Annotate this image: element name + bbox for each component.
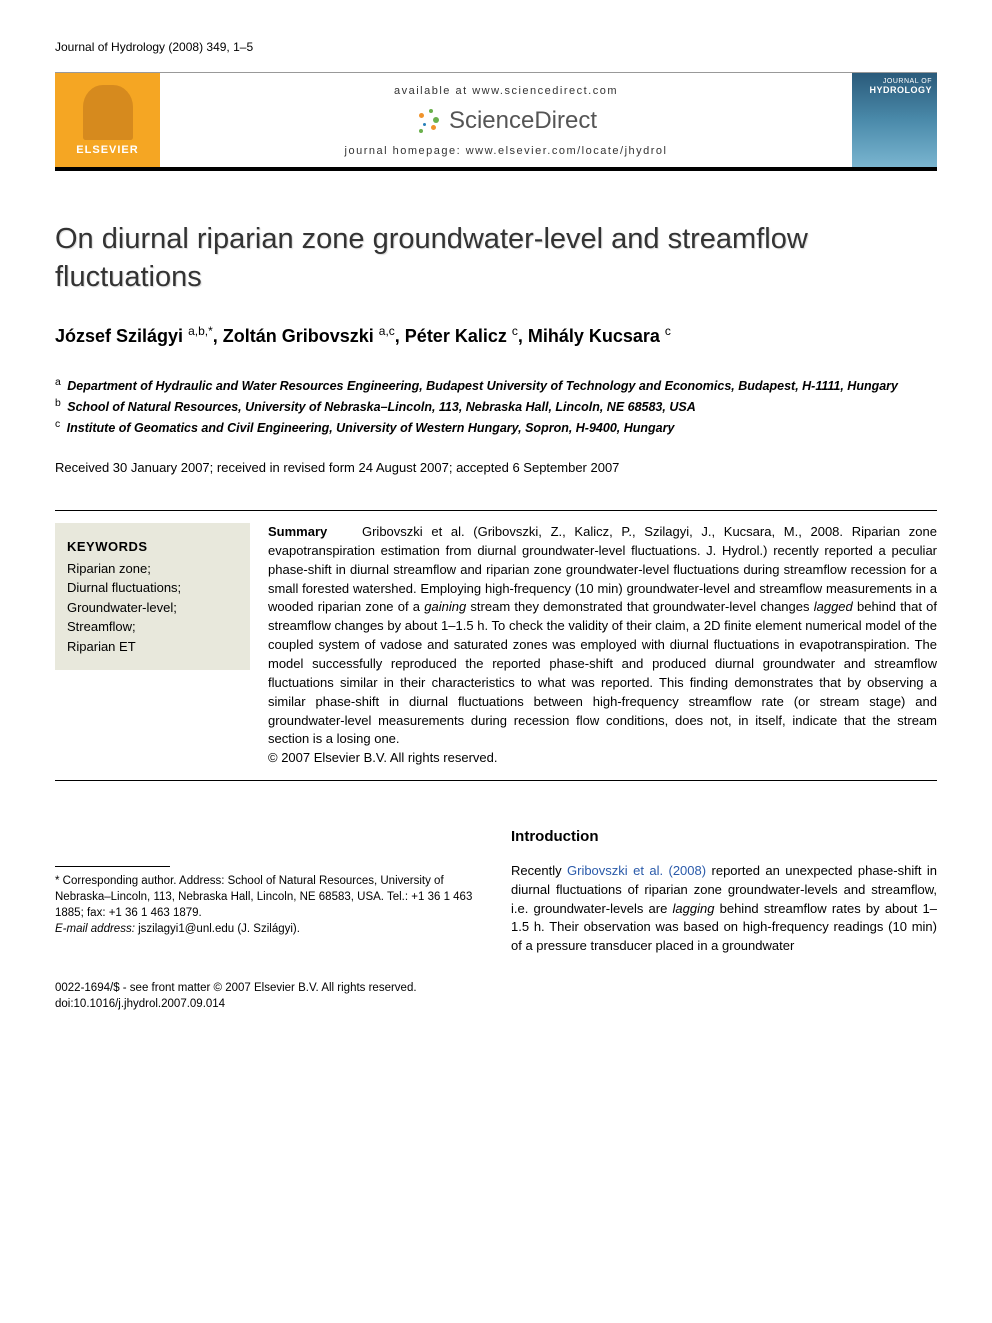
- affiliation-line: b School of Natural Resources, Universit…: [55, 396, 937, 417]
- elsevier-label: ELSEVIER: [76, 144, 138, 156]
- burst-dot: [429, 109, 433, 113]
- corr-label: * Corresponding author.: [55, 875, 176, 887]
- intro-emph: lagging: [673, 901, 715, 916]
- sciencedirect-text: ScienceDirect: [449, 107, 597, 135]
- keyword-item: Streamflow;: [67, 617, 238, 637]
- summary-body: Gribovszki et al. (Gribovszki, Z., Kalic…: [268, 524, 937, 746]
- authors-line: József Szilágyi a,b,*, Zoltán Gribovszki…: [55, 324, 937, 347]
- burst-dot: [423, 123, 426, 126]
- article-title: On diurnal riparian zone groundwater-lev…: [55, 221, 937, 296]
- keyword-item: Diurnal fluctuations;: [67, 578, 238, 598]
- email-value: jszilagyi1@unl.edu (J. Szilágyi).: [135, 923, 300, 935]
- burst-dot: [431, 125, 436, 130]
- introduction-text: Recently Gribovszki et al. (2008) report…: [511, 862, 937, 956]
- burst-dot: [419, 113, 424, 118]
- keywords-list: Riparian zone;Diurnal fluctuations;Groun…: [67, 559, 238, 657]
- introduction-heading: Introduction: [511, 826, 937, 848]
- keywords-heading: KEYWORDS: [67, 537, 238, 557]
- sciencedirect-burst-icon: [415, 107, 443, 135]
- summary-text: behind that of streamflow changes by abo…: [268, 599, 937, 746]
- body-columns: * Corresponding author. Address: School …: [55, 826, 937, 956]
- article-dates: Received 30 January 2007; received in re…: [55, 460, 937, 475]
- doi-line: doi:10.1016/j.jhydrol.2007.09.014: [55, 996, 937, 1012]
- summary-text: stream they demonstrated that groundwate…: [466, 599, 814, 614]
- burst-dot: [433, 117, 439, 123]
- footnote-divider: [55, 866, 170, 867]
- summary-emph: gaining: [424, 599, 466, 614]
- burst-dot: [419, 129, 423, 133]
- publisher-banner: ELSEVIER available at www.sciencedirect.…: [55, 72, 937, 171]
- summary-emph: lagged: [814, 599, 853, 614]
- available-at-text: available at www.sciencedirect.com: [394, 85, 618, 97]
- affiliations-block: a Department of Hydraulic and Water Reso…: [55, 375, 937, 438]
- front-matter-footer: 0022-1694/$ - see front matter © 2007 El…: [55, 980, 937, 1012]
- keyword-item: Riparian zone;: [67, 559, 238, 579]
- journal-reference: Journal of Hydrology (2008) 349, 1–5: [55, 40, 937, 54]
- corresponding-author-footnote: * Corresponding author. Address: School …: [55, 873, 481, 937]
- summary-copyright: © 2007 Elsevier B.V. All rights reserved…: [268, 750, 498, 765]
- issn-copyright-line: 0022-1694/$ - see front matter © 2007 El…: [55, 980, 937, 996]
- email-label: E-mail address:: [55, 923, 135, 935]
- elsevier-tree-icon: [83, 85, 133, 140]
- citation-link[interactable]: Gribovszki et al. (2008): [567, 863, 706, 878]
- affiliation-line: c Institute of Geomatics and Civil Engin…: [55, 417, 937, 438]
- summary-box: Summary Gribovszki et al. (Gribovszki, Z…: [250, 511, 937, 780]
- affiliation-line: a Department of Hydraulic and Water Reso…: [55, 375, 937, 396]
- journal-homepage-text: journal homepage: www.elsevier.com/locat…: [345, 145, 668, 157]
- keyword-item: Riparian ET: [67, 637, 238, 657]
- keywords-box: KEYWORDS Riparian zone;Diurnal fluctuati…: [55, 523, 250, 670]
- intro-pre-cite: Recently: [511, 863, 567, 878]
- elsevier-logo: ELSEVIER: [55, 73, 160, 167]
- right-column: Introduction Recently Gribovszki et al. …: [511, 826, 937, 956]
- cover-hydrology: HYDROLOGY: [857, 86, 932, 96]
- abstract-section: KEYWORDS Riparian zone;Diurnal fluctuati…: [55, 510, 937, 781]
- keyword-item: Groundwater-level;: [67, 598, 238, 618]
- banner-center: available at www.sciencedirect.com Scien…: [160, 73, 852, 167]
- sciencedirect-logo: ScienceDirect: [415, 107, 597, 135]
- journal-cover-thumbnail: JOURNAL OF HYDROLOGY: [852, 73, 937, 167]
- left-column: * Corresponding author. Address: School …: [55, 826, 481, 956]
- summary-label: Summary: [268, 524, 327, 539]
